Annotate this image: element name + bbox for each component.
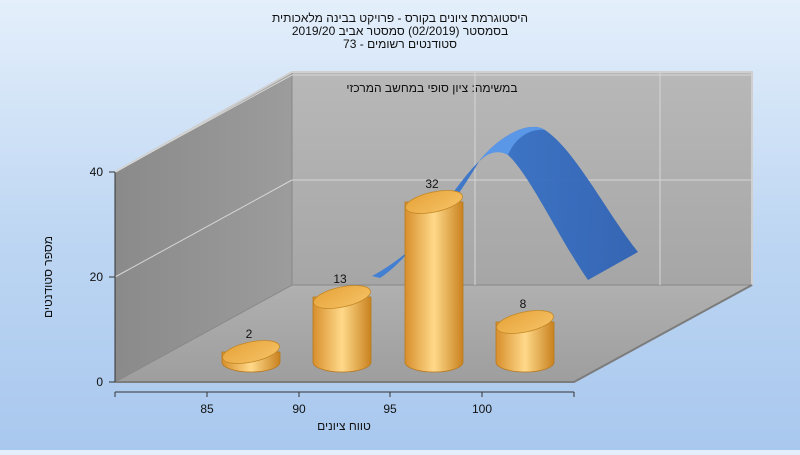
bar-cap [222, 340, 280, 364]
bar-cap [496, 310, 554, 334]
bar-cap [313, 285, 371, 309]
bars: 2 13 32 8 [221, 177, 555, 373]
chart-annotation: במשימה: ציון סופי במחשב המרכזי [346, 81, 517, 95]
bar-value-label: 2 [246, 327, 253, 341]
bar-cap [405, 190, 463, 214]
x-tick-label: 85 [200, 402, 214, 416]
gridline-left-wall [114, 74, 293, 173]
bar-body [312, 296, 372, 373]
bar-value-label: 8 [520, 297, 527, 311]
gridline-left-wall [114, 179, 293, 278]
axes: 0 20 40 85 90 95 100 [90, 165, 575, 416]
x-tick-label: 95 [383, 402, 397, 416]
grid [114, 72, 752, 285]
y-tick-label: 40 [90, 165, 104, 179]
bar-body [404, 201, 464, 373]
x-axis-title: טווח ציונים [317, 419, 371, 433]
y-axis-title: מספר סטודנטים [41, 236, 55, 318]
chart-title-line3: סטודנטים רשומים - 73 [343, 37, 457, 51]
x-tick-label: 100 [472, 402, 492, 416]
bar-value-label: 13 [333, 272, 347, 286]
y-tick-label: 20 [90, 270, 104, 284]
fit-curve-ribbon-top [480, 126, 545, 160]
chart-title-line2: בסמסטר (02/2019) סמסטר אביב 2019/20 [292, 24, 508, 38]
floor-front-edge [115, 284, 753, 383]
chart-title-line1: היסטוגרמת ציונים בקורס - פרויקט בבינה מל… [272, 11, 528, 25]
bar-body [495, 321, 555, 373]
x-tick-label: 90 [292, 402, 306, 416]
box-edge-top [114, 71, 752, 173]
y-tick-label: 0 [96, 375, 103, 389]
fit-curve-ribbon [372, 126, 638, 280]
back-wall [291, 71, 753, 286]
bar-value-label: 32 [425, 177, 439, 191]
